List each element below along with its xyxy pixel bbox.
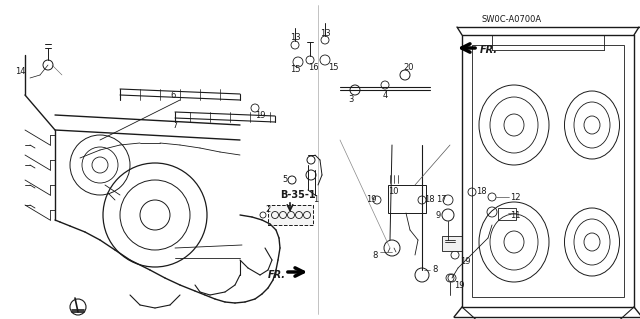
Text: 12: 12 — [510, 192, 520, 202]
Text: FR.: FR. — [268, 270, 286, 280]
Bar — [388, 185, 426, 213]
Text: B-35-1: B-35-1 — [280, 190, 316, 200]
Text: 17: 17 — [436, 196, 447, 204]
Text: SW0C-A0700A: SW0C-A0700A — [482, 16, 542, 25]
Text: 18: 18 — [476, 188, 486, 197]
Text: 14: 14 — [15, 68, 26, 77]
Bar — [498, 208, 516, 220]
Bar — [442, 236, 462, 251]
Text: 6: 6 — [170, 91, 175, 100]
Text: 11: 11 — [510, 211, 520, 219]
Text: 5: 5 — [282, 175, 287, 184]
Text: 20: 20 — [403, 63, 413, 72]
Text: 19: 19 — [366, 196, 376, 204]
Bar — [268, 205, 313, 225]
Text: 18: 18 — [424, 196, 435, 204]
Bar — [472, 45, 624, 297]
Text: 15: 15 — [290, 65, 301, 75]
Text: 19: 19 — [255, 110, 266, 120]
Text: 4: 4 — [383, 91, 388, 100]
Text: FR.: FR. — [480, 45, 498, 55]
Text: 19: 19 — [460, 257, 470, 266]
Text: 8: 8 — [372, 250, 378, 259]
Text: 16: 16 — [308, 63, 319, 72]
Text: 1: 1 — [313, 196, 318, 204]
Text: 9: 9 — [436, 211, 441, 219]
Text: 10: 10 — [388, 188, 399, 197]
Text: 8: 8 — [432, 265, 437, 275]
Text: 13: 13 — [290, 33, 301, 42]
Text: 7: 7 — [172, 121, 177, 130]
Text: 13: 13 — [320, 28, 331, 38]
Text: 2: 2 — [265, 205, 270, 214]
Text: 19: 19 — [454, 280, 465, 290]
Text: 15: 15 — [328, 63, 339, 72]
Text: 3: 3 — [348, 95, 353, 105]
